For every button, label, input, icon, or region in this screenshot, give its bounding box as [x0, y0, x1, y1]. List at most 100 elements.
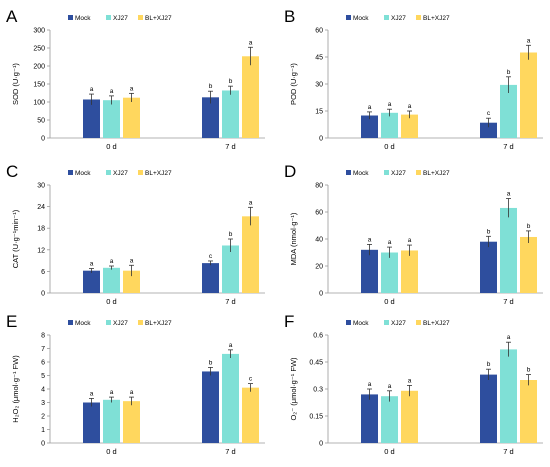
- legend-swatch: [346, 170, 351, 175]
- panel-letter: D: [284, 162, 296, 181]
- x-tick-label: 0 d: [384, 297, 394, 306]
- legend-label: Mock: [75, 320, 91, 327]
- legend-label: Mock: [353, 320, 369, 327]
- legend-swatch: [138, 320, 143, 325]
- significance-label: a: [388, 383, 392, 390]
- significance-label: a: [110, 88, 114, 95]
- legend-item: Mock: [346, 15, 369, 22]
- x-tick-label: 0 d: [106, 142, 116, 151]
- significance-label: a: [368, 236, 372, 243]
- significance-label: b: [487, 228, 491, 235]
- legend-item: XJ27: [106, 170, 128, 177]
- legend-item: XJ27: [106, 320, 128, 327]
- panel-letter: C: [6, 162, 18, 181]
- panel-f: F 0 0.15 0.3 0.45 0.6 O₂⁻ (μmol·g⁻¹ FW) Mock XJ2…: [284, 312, 543, 456]
- bar-xj27-0: [381, 252, 398, 293]
- bar-mock-0: [83, 402, 100, 443]
- legend-swatch: [138, 170, 143, 175]
- legend-swatch: [346, 320, 351, 325]
- bar-mock-1: [480, 241, 497, 293]
- y-tick-label: 0: [319, 441, 323, 448]
- legend-swatch: [416, 15, 421, 20]
- panel-letter: F: [284, 312, 294, 331]
- significance-label: a: [249, 39, 253, 46]
- legend-label: XJ27: [391, 15, 406, 22]
- panel-letter: E: [6, 312, 17, 331]
- y-tick-label: 100: [33, 100, 45, 107]
- bar-mock-1: [480, 374, 497, 443]
- legend-swatch: [416, 320, 421, 325]
- legend-label: BL+XJ27: [423, 15, 450, 22]
- legend-label: XJ27: [113, 320, 128, 327]
- y-tick-label: 0: [41, 136, 45, 143]
- bar-mock-0: [361, 115, 378, 138]
- legend-swatch: [68, 320, 73, 325]
- y-tick-label: 30: [37, 183, 45, 190]
- x-tick-label: 7 d: [503, 297, 513, 306]
- bar-mock-1: [480, 122, 497, 138]
- bar-bl-xj27-1: [520, 380, 537, 443]
- y-tick-label: 300: [33, 28, 45, 35]
- legend-label: BL+XJ27: [423, 170, 450, 177]
- bar-xj27-0: [103, 399, 120, 443]
- legend-label: BL+XJ27: [145, 170, 172, 177]
- y-tick-label: 24: [37, 204, 45, 211]
- significance-label: a: [90, 390, 94, 397]
- bar-bl-xj27-0: [401, 390, 418, 443]
- y-tick-label: 80: [315, 183, 323, 190]
- y-tick-label: 60: [315, 28, 323, 35]
- y-axis-label: CAT (U·g⁻¹min⁻¹): [11, 209, 20, 268]
- bar-xj27-0: [103, 100, 120, 138]
- significance-label: a: [408, 237, 412, 244]
- bar-bl-xj27-1: [242, 387, 259, 443]
- legend-swatch: [68, 15, 73, 20]
- legend-label: Mock: [353, 15, 369, 22]
- panel-d: D 0 20 40 60 80 MDA (nmol·g⁻¹) Mock XJ27 BL+XJ27 a…: [284, 162, 543, 306]
- legend-item: XJ27: [384, 170, 406, 177]
- significance-label: b: [527, 367, 531, 374]
- panel-a: A 0 50 100 150 200 250 300 SOD (U·g⁻¹) Mock XJ27 BL…: [6, 7, 265, 151]
- bar-mock-0: [83, 270, 100, 293]
- bar-xj27-0: [103, 267, 120, 293]
- significance-label: b: [527, 223, 531, 230]
- x-tick-label: 0 d: [106, 297, 116, 306]
- bar-xj27-1: [222, 353, 239, 443]
- bar-xj27-1: [500, 349, 517, 443]
- y-axis-label: MDA (nmol·g⁻¹): [289, 212, 298, 265]
- y-tick-label: 6: [41, 360, 45, 367]
- significance-label: a: [507, 334, 511, 341]
- panel-letter: B: [284, 7, 295, 26]
- panel-e: E 0 1 2 3 4 5 6 7 8 H₂O₂ (μmol·g⁻¹ FW) Mock XJ27 BL+X…: [6, 312, 265, 456]
- bar-mock-0: [361, 394, 378, 443]
- x-tick-label: 7 d: [503, 142, 513, 151]
- legend-item: BL+XJ27: [416, 15, 450, 22]
- y-tick-label: 50: [37, 118, 45, 125]
- bar-bl-xj27-1: [242, 56, 259, 138]
- significance-label: a: [130, 257, 134, 264]
- significance-label: a: [507, 191, 511, 198]
- bar-xj27-1: [500, 84, 517, 138]
- y-tick-label: 5: [41, 373, 45, 380]
- significance-label: c: [249, 376, 253, 383]
- y-tick-label: 30: [315, 82, 323, 89]
- significance-label: b: [209, 83, 213, 90]
- legend-swatch: [106, 15, 111, 20]
- legend-swatch: [68, 170, 73, 175]
- significance-label: a: [527, 37, 531, 44]
- significance-label: a: [408, 377, 412, 384]
- y-tick-label: 8: [41, 333, 45, 340]
- legend-label: XJ27: [391, 320, 406, 327]
- legend-label: Mock: [75, 170, 91, 177]
- legend-item: BL+XJ27: [138, 170, 172, 177]
- legend-label: Mock: [353, 170, 369, 177]
- y-tick-label: 200: [33, 64, 45, 71]
- y-tick-label: 3: [41, 400, 45, 407]
- legend-item: XJ27: [384, 15, 406, 22]
- bar-xj27-1: [222, 245, 239, 293]
- bar-mock-0: [361, 249, 378, 293]
- x-tick-label: 0 d: [106, 447, 116, 456]
- y-tick-label: 18: [37, 226, 45, 233]
- x-tick-label: 0 d: [384, 447, 394, 456]
- y-tick-label: 150: [33, 82, 45, 89]
- legend-item: Mock: [346, 170, 369, 177]
